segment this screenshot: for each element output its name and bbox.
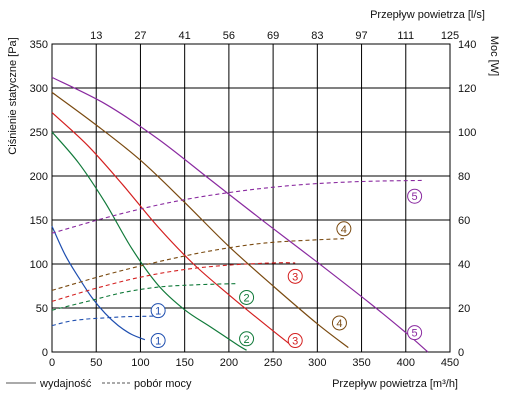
power-curve-5 bbox=[51, 179, 424, 234]
power-curve-2 bbox=[51, 283, 238, 311]
power-curve-3 bbox=[51, 262, 296, 302]
x-tick-label: 400 bbox=[397, 357, 415, 369]
x-tick-label: 50 bbox=[90, 357, 102, 369]
axis-ticks: 0 50 100 150 200 250 300 350 400 4500501001502002… bbox=[30, 30, 477, 369]
y-left-tick-label: 0 bbox=[42, 347, 48, 359]
legend-label-dashed: pobór mocy bbox=[134, 378, 192, 390]
pressure-curve-5 bbox=[51, 76, 429, 353]
x-axis-title-top: Przepływ powietrza [l/s] bbox=[370, 9, 485, 21]
series-label-lower-4-circle bbox=[331, 315, 347, 331]
x-top-tick-label: 41 bbox=[179, 30, 191, 42]
series-label-lower-2-circle bbox=[239, 331, 255, 347]
series-label-lower-1: 1 bbox=[155, 336, 161, 348]
pressure-curve-3 bbox=[51, 112, 292, 346]
y-right-tick-label: 0 bbox=[458, 347, 464, 359]
x-top-tick-label: 27 bbox=[134, 30, 146, 42]
y-left-tick-label: 300 bbox=[30, 83, 48, 95]
series-label-lower-5-circle bbox=[407, 325, 423, 341]
series-label-lower-5: 5 bbox=[412, 328, 418, 340]
y-right-tick-label: 20 bbox=[458, 303, 470, 315]
y-left-tick-label: 50 bbox=[36, 303, 48, 315]
y-right-tick-label: 60 bbox=[458, 215, 470, 227]
y-left-tick-label: 250 bbox=[30, 127, 48, 139]
y-left-tick-label: 150 bbox=[30, 215, 48, 227]
series-labels: 1 2 3 4 5 1 2 3 4 5 bbox=[150, 188, 423, 349]
x-top-tick-label: 97 bbox=[355, 30, 367, 42]
x-tick-label: 350 bbox=[352, 357, 370, 369]
series-label-upper-4: 4 bbox=[341, 224, 347, 236]
x-tick-label: 450 bbox=[441, 357, 459, 369]
x-top-tick-label: 69 bbox=[267, 30, 279, 42]
grid bbox=[52, 44, 450, 352]
x-axis-title-bottom: Przepływ powietrza [m³/h] bbox=[332, 378, 458, 390]
series-label-upper-3-circle bbox=[287, 268, 303, 284]
x-tick-label: 100 bbox=[131, 357, 149, 369]
x-tick-label: 0 bbox=[49, 357, 55, 369]
y-axis-title-left: Ciśnienie statyczne [Pa] bbox=[7, 37, 19, 154]
power-curve-4 bbox=[51, 238, 344, 291]
series-label-lower-1-circle bbox=[150, 333, 166, 349]
pressure-curve-2 bbox=[51, 131, 247, 351]
x-top-tick-label: 13 bbox=[90, 30, 102, 42]
x-top-tick-label: 56 bbox=[223, 30, 235, 42]
legend-label-solid: wydajność bbox=[39, 378, 92, 390]
x-tick-label: 150 bbox=[175, 357, 193, 369]
curves bbox=[51, 76, 429, 353]
pressure-curve-4 bbox=[51, 91, 349, 349]
series-label-upper-1-circle bbox=[150, 303, 166, 319]
x-top-tick-label: 111 bbox=[397, 30, 414, 42]
y-right-tick-label: 140 bbox=[458, 39, 476, 51]
series-label-lower-3-circle bbox=[287, 333, 303, 349]
series-label-lower-2: 2 bbox=[244, 334, 250, 346]
power-curve-1 bbox=[51, 315, 154, 327]
x-tick-label: 300 bbox=[308, 357, 326, 369]
y-right-tick-label: 80 bbox=[458, 171, 470, 183]
plot-frame bbox=[51, 43, 451, 353]
series-label-upper-1: 1 bbox=[155, 306, 161, 318]
x-top-tick-label: 125 bbox=[441, 30, 459, 42]
y-left-tick-label: 350 bbox=[30, 39, 48, 51]
y-right-tick-label: 120 bbox=[458, 83, 476, 95]
series-label-upper-4-circle bbox=[336, 221, 352, 237]
x-tick-label: 200 bbox=[220, 357, 238, 369]
series-label-upper-2: 2 bbox=[244, 292, 250, 304]
y-axis-title-right: Moc [W] bbox=[488, 36, 500, 76]
y-right-tick-label: 100 bbox=[458, 127, 476, 139]
series-label-lower-4: 4 bbox=[336, 318, 342, 330]
pressure-curve-1 bbox=[51, 225, 146, 341]
y-left-tick-label: 100 bbox=[30, 259, 48, 271]
x-top-tick-label: 83 bbox=[311, 30, 323, 42]
y-right-tick-label: 40 bbox=[458, 259, 470, 271]
series-label-upper-3: 3 bbox=[292, 271, 298, 283]
series-label-lower-3: 3 bbox=[292, 336, 298, 348]
series-label-upper-5: 5 bbox=[412, 191, 418, 203]
series-label-upper-2-circle bbox=[239, 289, 255, 305]
legend: wydajność pobór mocy bbox=[6, 378, 192, 390]
series-label-upper-5-circle bbox=[407, 188, 423, 204]
y-left-tick-label: 200 bbox=[30, 171, 48, 183]
x-tick-label: 250 bbox=[264, 357, 282, 369]
